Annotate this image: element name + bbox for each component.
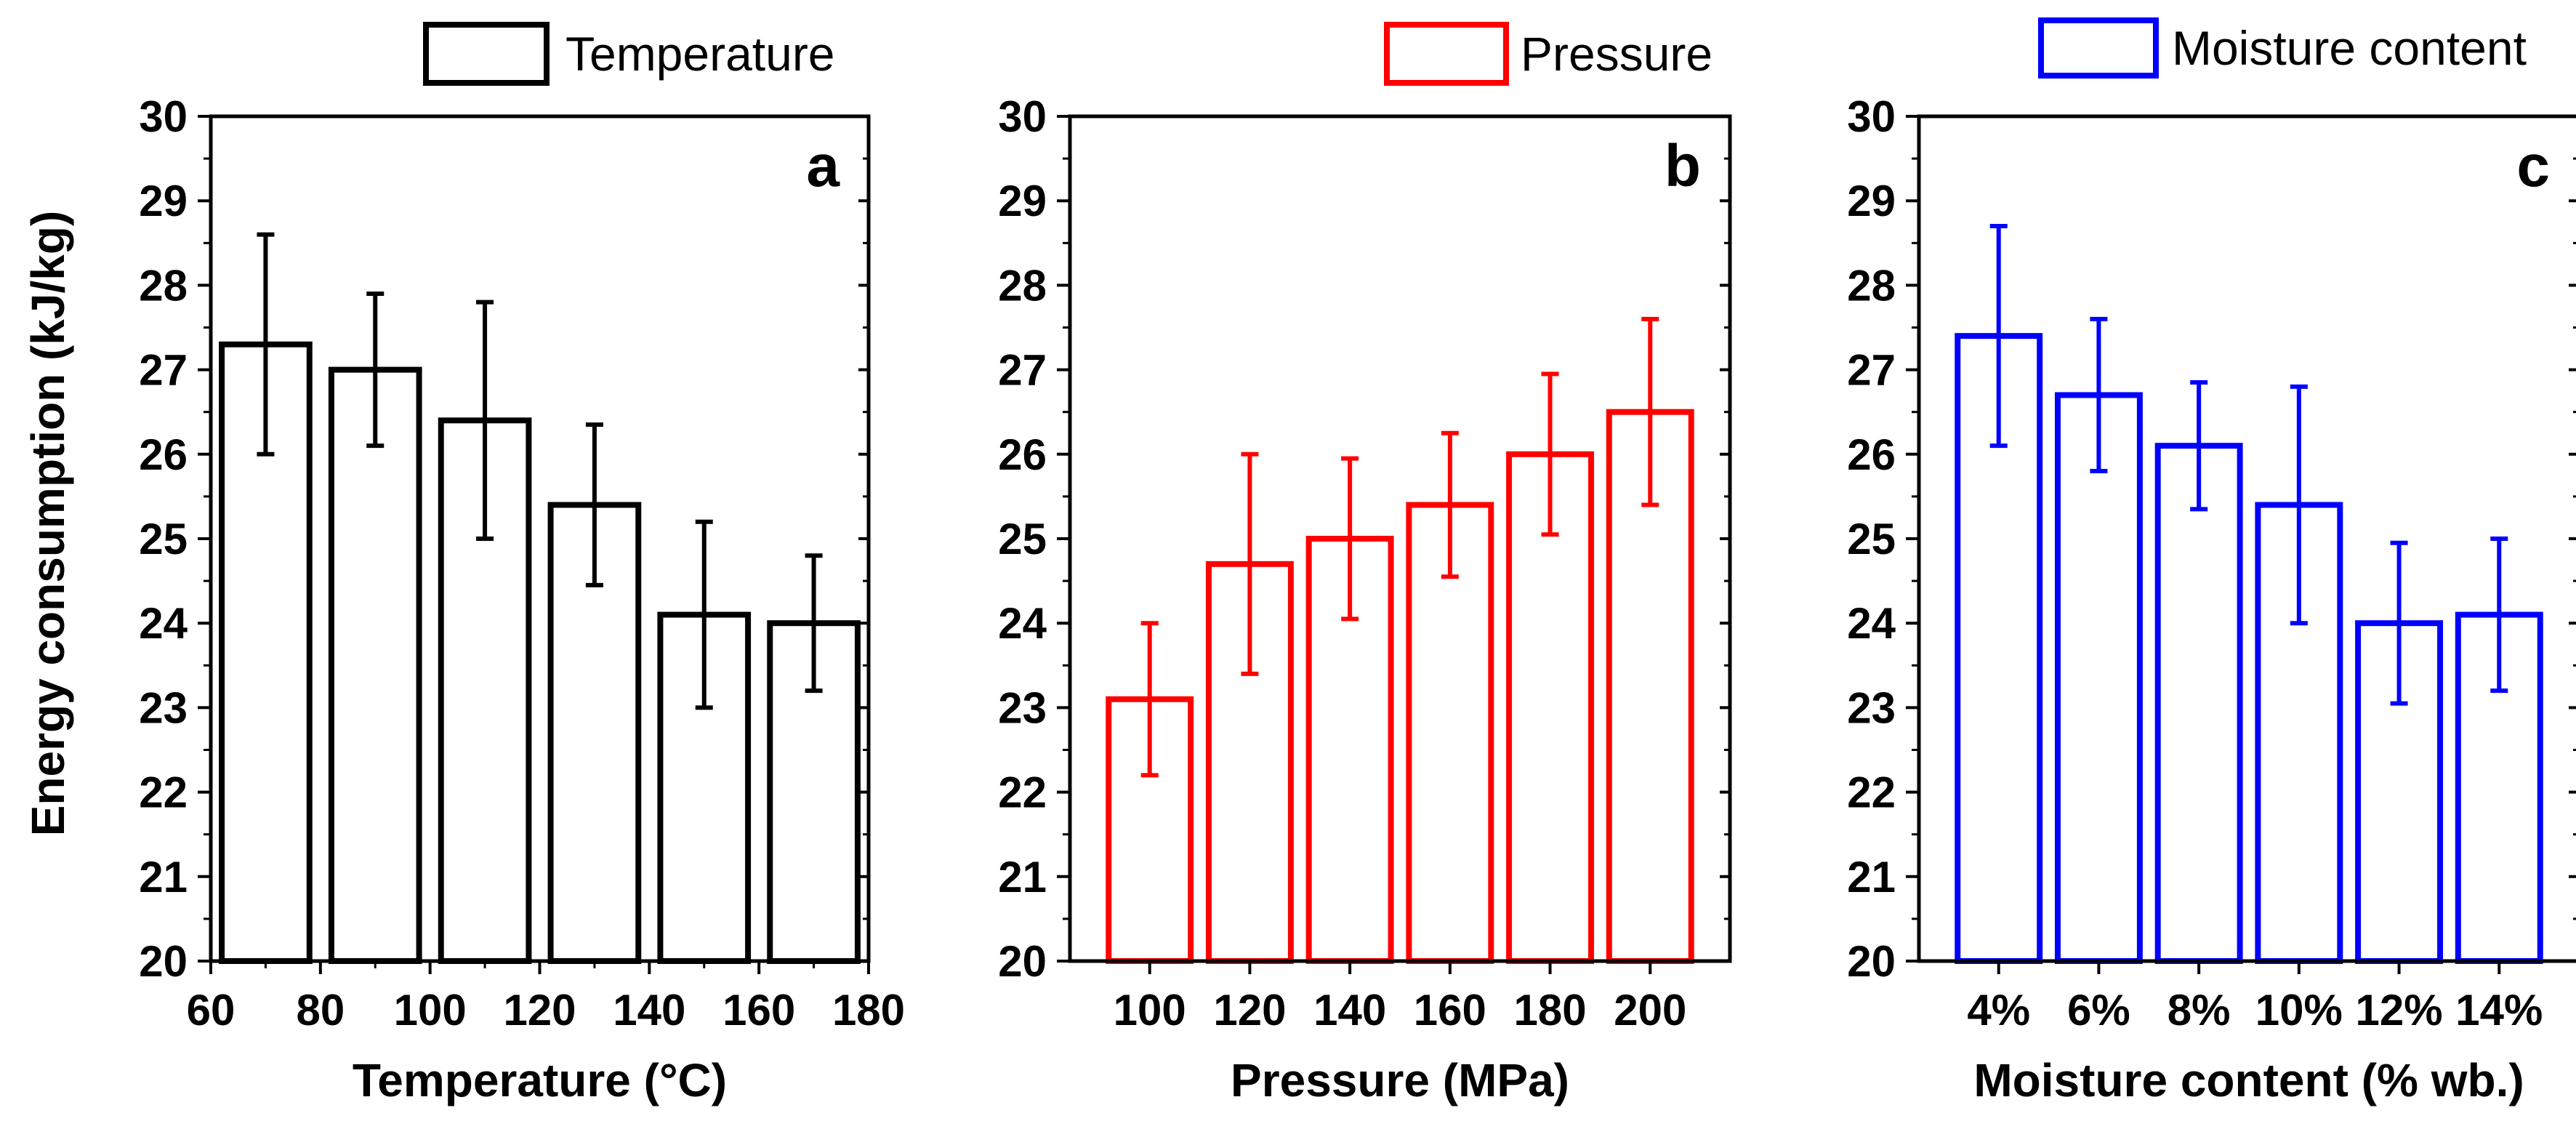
y-axis-title: Energy consumption (kJ/kg) [22,211,74,837]
y-tick-label: 24 [998,599,1047,648]
x-tick-label: 60 [187,986,236,1034]
x-axis-title: Pressure (MPa) [1231,1054,1569,1106]
y-tick-label: 28 [998,261,1047,310]
legend-label: Moisture content [2172,21,2527,75]
x-tick-label: 8% [2168,986,2231,1034]
bar [328,366,422,965]
y-tick-label: 22 [1847,768,1896,817]
x-tick-label: 140 [1313,986,1386,1034]
y-tick-label: 26 [998,430,1047,479]
x-tick-label: 180 [832,986,905,1034]
y-tick-label: 27 [139,346,188,395]
y-tick-label: 30 [998,92,1047,141]
x-tick-label: 100 [394,986,467,1034]
x-tick-label: 200 [1614,986,1686,1034]
bar [2054,392,2143,964]
y-tick-label: 26 [1847,430,1896,479]
x-tick-label: 120 [1213,986,1286,1034]
panel-letter: a [806,133,840,199]
y-tick-label: 29 [1847,177,1896,225]
legend-swatch [423,22,550,86]
panel-c: 20 21 22 23 24 25 26 27 28 29 30 4% 6% 8% 10% 12% 14% Moi… [1847,17,2576,1106]
y-tick-label: 21 [1847,853,1896,901]
legend-label: Temperature [565,27,835,81]
y-tick-label: 25 [139,515,188,563]
bar [2154,443,2243,964]
y-tick-label: 22 [139,768,188,817]
x-tick-label: 140 [613,986,685,1034]
y-tick-label: 27 [998,346,1047,395]
y-tick-label: 28 [139,261,188,310]
y-tick-label: 26 [139,430,188,479]
y-tick-label: 24 [1847,599,1896,648]
y-tick-label: 20 [1847,937,1896,986]
panel-a: 20 21 22 23 24 25 26 27 28 29 30 60 80 100 120 140 160 18… [139,22,905,1106]
x-axis-title: Temperature (°C) [353,1054,727,1106]
x-tick-label: 12% [2356,986,2443,1034]
y-tick-label: 30 [139,92,188,141]
legend-swatch [2038,17,2159,79]
plot-frame [1917,114,2576,963]
panel-letter: b [1665,133,1701,199]
legend-label: Pressure [1521,27,1712,81]
x-tick-label: 14% [2455,986,2543,1034]
y-tick-label: 29 [139,177,188,225]
y-tick-label: 21 [139,853,188,901]
y-tick-label: 24 [139,599,188,648]
y-tick-label: 23 [1847,683,1896,732]
x-tick-label: 4% [1967,986,2030,1034]
y-tick-label: 20 [139,937,188,986]
x-tick-label: 10% [2255,986,2343,1034]
y-tick-label: 30 [1847,92,1896,141]
x-tick-label: 120 [503,986,576,1034]
x-tick-label: 160 [1414,986,1486,1034]
x-tick-label: 100 [1114,986,1186,1034]
y-tick-label: 23 [998,683,1047,732]
y-tick-label: 25 [1847,515,1896,563]
y-tick-label: 23 [139,683,188,732]
x-tick-label: 80 [296,986,345,1034]
y-tick-label: 20 [998,937,1047,986]
y-tick-label: 29 [998,177,1047,225]
x-axis-title: Moisture content (% wb.) [1973,1054,2524,1106]
y-tick-label: 28 [1847,261,1896,310]
y-tick-label: 25 [998,515,1047,563]
y-tick-label: 22 [998,768,1047,817]
plot-frame [1068,114,1732,963]
y-tick-label: 27 [1847,346,1896,395]
legend-swatch [1384,22,1509,86]
panel-b: 20 21 22 23 24 25 26 27 28 29 30 100 120 140 160 180 200… [998,22,1732,1106]
y-tick-label: 21 [998,853,1047,901]
panel-letter: c [2516,133,2550,199]
x-tick-label: 180 [1514,986,1587,1034]
x-tick-label: 6% [2067,986,2130,1034]
x-tick-label: 160 [723,986,795,1034]
